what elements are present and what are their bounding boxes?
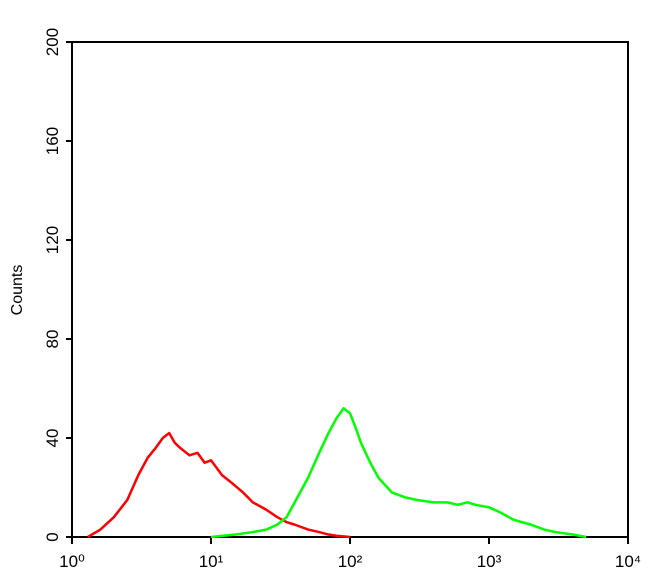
x-tick-label: 10² <box>338 552 363 571</box>
x-tick-label: 10⁰ <box>59 552 85 571</box>
y-tick-label: 80 <box>43 330 62 349</box>
x-tick-label: 10⁴ <box>615 552 641 571</box>
plot-frame <box>71 41 629 538</box>
y-tick-label: 40 <box>43 429 62 448</box>
histogram-line <box>210 407 587 539</box>
y-tick-label: 120 <box>43 226 62 254</box>
x-tick-label: 10¹ <box>199 552 224 571</box>
y-tick-label: 0 <box>43 532 62 541</box>
y-axis-label: Counts <box>9 265 26 316</box>
y-tick-label: 160 <box>43 127 62 155</box>
histogram-line <box>87 431 351 539</box>
y-tick-label: 200 <box>43 28 62 56</box>
x-tick-label: 10³ <box>477 552 502 571</box>
